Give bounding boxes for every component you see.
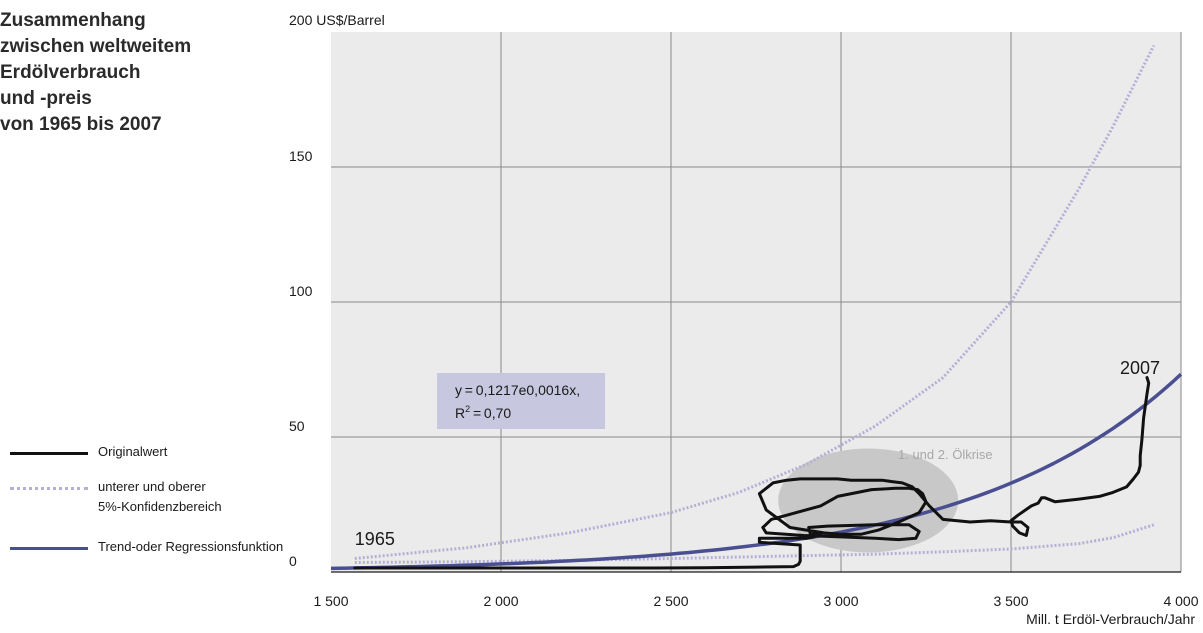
x-axis-label: Mill. t Erdöl-Verbrauch/Jahr (1026, 611, 1195, 627)
series-line-original (353, 376, 1151, 570)
chart-title-line: Erdölverbrauch (0, 62, 141, 83)
y-tick-label: 100 (289, 283, 313, 299)
equation-r-base: R (455, 405, 465, 421)
y-tick-label: 150 (289, 148, 313, 164)
x-tick-label: 3 500 (993, 593, 1028, 609)
legend-label-confidence-2: 5%-Konfidenzbereich (98, 499, 222, 514)
series-line-trend (330, 372, 1183, 571)
y-tick-labels: 0 50 100 150 (289, 148, 313, 569)
equation-line-2: R2 = 0,70 (455, 404, 511, 421)
legend-swatch-trend (10, 547, 88, 550)
legend-swatch-confidence (10, 487, 88, 490)
chart-legend: Originalwert unterer und oberer 5%-Konfi… (0, 440, 300, 570)
equation-r-value: = 0,70 (470, 405, 511, 421)
x-tick-label: 3 000 (823, 593, 858, 609)
y-tick-label: 50 (289, 418, 305, 434)
x-tick-labels: 1 500 2 000 2 500 3 000 3 500 4 000 (313, 593, 1198, 609)
legend-label-confidence-1: unterer und oberer (98, 479, 206, 494)
chart-title-line: zwischen weltweitem (0, 36, 192, 57)
x-tick-label: 1 500 (313, 593, 348, 609)
chart-title-line: und -preis (0, 88, 92, 109)
end-year-label: 2007 (1120, 358, 1160, 378)
start-year-label: 1965 (355, 529, 395, 549)
equation-line-1: y = 0,1217e0,0016x, (455, 382, 580, 398)
legend-label-trend: Trend-oder Regressionsfunktion (98, 539, 284, 554)
series-layer (330, 44, 1183, 571)
legend-label-original: Originalwert (98, 444, 168, 459)
equation-r-superscript: 2 (465, 404, 470, 414)
crisis-label: 1. und 2. Ölkrise (898, 447, 993, 462)
y-axis-label: 200 US$/Barrel (289, 12, 385, 28)
legend-swatch-original (10, 452, 88, 455)
x-tick-label: 2 000 (483, 593, 518, 609)
x-tick-label: 4 000 (1163, 593, 1198, 609)
equation-box (437, 373, 605, 429)
y-tick-label: 0 (289, 553, 297, 569)
chart-title-line: Zusammenhang (0, 10, 146, 31)
x-tick-label: 2 500 (653, 593, 688, 609)
chart-title-line: von 1965 bis 2007 (0, 114, 162, 135)
chart-title: Zusammenhang zwischen weltweitem Erdölve… (0, 8, 250, 138)
